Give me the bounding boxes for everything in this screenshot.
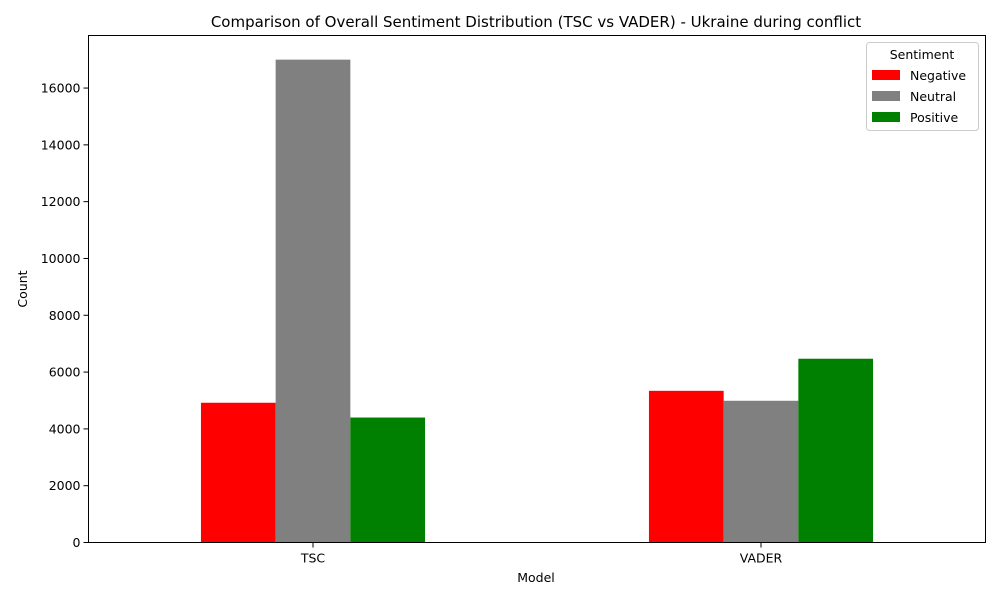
x-tick-label-vader: VADER [740, 551, 783, 566]
y-tick-label: 12000 [41, 194, 81, 209]
y-tick-label: 16000 [41, 81, 81, 96]
bar-positive-vader [798, 358, 874, 543]
x-axis-ticks: TSC VADER [300, 542, 783, 566]
y-axis-label: Count [15, 270, 30, 307]
bar-negative-vader [648, 390, 724, 543]
x-axis-label: Model [517, 570, 555, 585]
y-tick-label: 14000 [41, 137, 81, 152]
legend-swatch-neutral [872, 91, 900, 101]
y-tick-label: 8000 [49, 308, 81, 323]
plot-frame [88, 35, 986, 543]
legend-title: Sentiment [890, 47, 955, 62]
legend-swatch-positive [872, 112, 900, 122]
bars-group [200, 59, 874, 543]
y-tick-label: 4000 [49, 421, 81, 436]
bar-neutral-tsc [275, 59, 351, 543]
legend-label-neutral: Neutral [910, 89, 956, 104]
y-axis-ticks: 0 2000 4000 6000 8000 10000 12000 14000 16000 [41, 81, 89, 550]
bar-neutral-vader [723, 400, 799, 543]
y-tick-label: 0 [73, 535, 81, 550]
legend-label-positive: Positive [910, 110, 958, 125]
legend-box [866, 42, 979, 131]
x-tick-label-tsc: TSC [300, 551, 326, 566]
y-tick-label: 10000 [41, 251, 81, 266]
chart-title: Comparison of Overall Sentiment Distribu… [211, 13, 861, 31]
legend-swatch-negative [872, 70, 900, 80]
legend-label-negative: Negative [910, 68, 966, 83]
bar-negative-tsc [200, 402, 276, 543]
y-tick-label: 2000 [49, 478, 81, 493]
bar-positive-tsc [350, 417, 426, 543]
legend: Sentiment Negative Neutral Positive [866, 42, 979, 131]
y-tick-label: 6000 [49, 365, 81, 380]
